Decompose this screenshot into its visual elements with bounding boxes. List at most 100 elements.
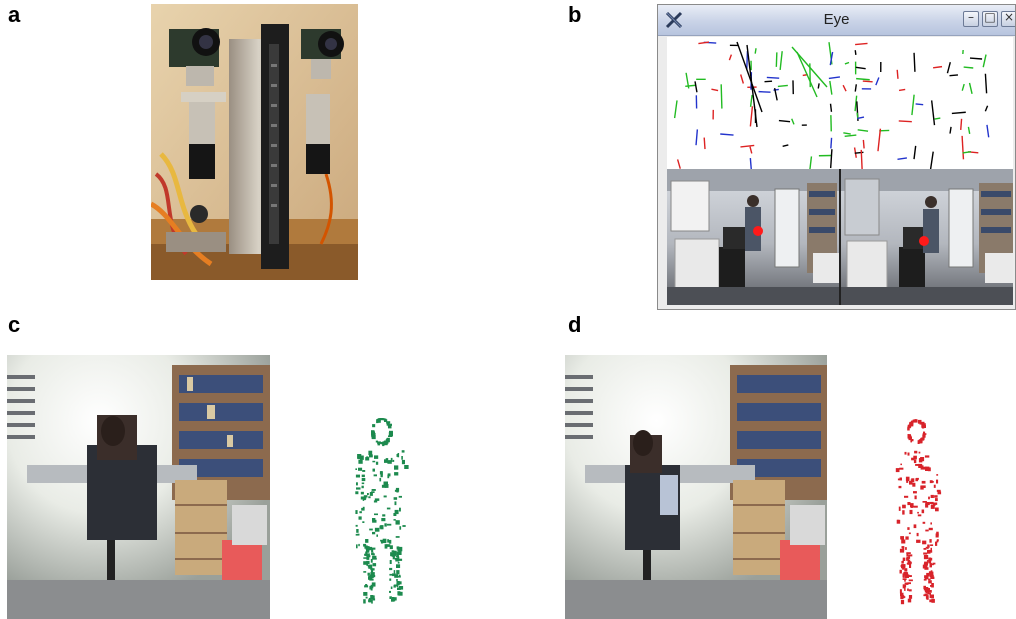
motion-pixel [398,495,402,498]
edge-segment [749,146,753,154]
motion-pixel [387,474,390,479]
edge-segment [740,74,745,84]
motion-pixel [903,572,908,574]
edge-segment [843,132,851,135]
motion-pixel [909,481,913,485]
motion-pixel [913,491,917,494]
motion-pixel [928,527,933,531]
motion-pixel [363,571,367,573]
window-title-bar[interactable]: Eye – □ × [658,5,1015,36]
maximize-button[interactable]: □ [982,10,998,27]
motion-pixel [362,521,365,523]
motion-pixel [929,574,934,578]
motion-pixel [366,548,370,553]
motion-pixel [927,588,930,592]
motion-pixel [366,554,369,559]
motion-pixel [372,598,376,601]
motion-pixel [391,555,395,557]
motion-pixel [908,435,910,439]
motion-pixel [394,465,399,470]
motion-pixel [904,568,908,572]
motion-pixel [904,579,906,582]
edge-segment [961,83,965,91]
motion-pixel [921,480,926,484]
motion-pixel [924,588,929,593]
motion-pixel [900,536,904,540]
motion-pixel [935,498,938,502]
edge-segment [703,137,706,150]
motion-pixel [901,539,906,544]
motion-pixel [384,459,388,463]
motion-pixel [922,501,927,503]
motion-pixel [902,578,907,580]
motion-pixel [936,540,939,543]
motion-pixel [900,594,904,597]
edge-segment [720,133,734,136]
motion-pixel [380,525,384,530]
motion-pixel [366,456,369,460]
motion-pixel [914,450,918,454]
motion-pixel [910,479,913,482]
motion-pixel [401,459,405,465]
edge-segment [984,73,988,94]
motion-pixel [369,454,373,458]
motion-pixel [391,597,395,600]
motion-pixel [925,466,930,471]
motion-pixel [906,553,909,557]
close-button[interactable]: × [1001,10,1015,27]
motion-pixel [388,539,392,544]
edge-segment [740,144,755,148]
motion-pixel [368,576,373,580]
edge-segment [736,41,763,113]
motion-pixel [361,485,364,489]
motion-pixel [900,564,904,567]
motion-pixel [369,528,373,531]
motion-pixel [905,476,910,482]
motion-pixel [899,569,902,574]
motion-pixel [908,436,912,441]
minimize-button[interactable]: – [963,10,979,27]
motion-pixel [392,556,395,560]
motion-pixel [388,432,393,437]
edge-segment [969,57,983,60]
motion-pixel [363,599,366,604]
motion-pixel [394,509,399,515]
edge-segments-view [673,41,990,169]
motion-pixel [397,561,400,564]
motion-pixel [363,592,368,596]
edge-segment [967,126,971,134]
motion-pixel [928,496,930,500]
motion-pixel [373,474,377,477]
edge-segment [778,119,791,123]
stereo-image-pair [667,169,1013,305]
motion-pixel [909,509,913,515]
motion-pixel [900,596,906,598]
motion-pixel [905,547,907,550]
minimize-icon: – [968,10,974,24]
motion-pixel [931,594,934,599]
motion-pixel [389,560,392,564]
motion-pixel [395,487,400,492]
edge-segment [877,128,882,152]
edge-segment [777,84,788,88]
motion-map-red [850,355,1016,619]
motion-pixel [916,477,919,480]
motion-pixel [371,568,375,571]
motion-pixel [387,539,389,543]
motion-pixel [368,450,373,455]
motion-pixel [392,573,396,577]
motion-pixel [903,573,905,578]
motion-pixel [356,487,361,490]
motion-pixel [392,597,397,601]
motion-pixel [365,596,368,599]
edge-segment [766,76,780,79]
edge-segment [854,50,857,55]
motion-pixel [387,460,392,464]
motion-pixel [936,474,939,476]
motion-pixel [907,575,912,577]
motion-pixel [362,506,365,509]
motion-pixel [369,585,372,590]
motion-pixel [402,525,406,527]
motion-pixel [363,557,368,559]
motion-pixel [913,524,917,529]
